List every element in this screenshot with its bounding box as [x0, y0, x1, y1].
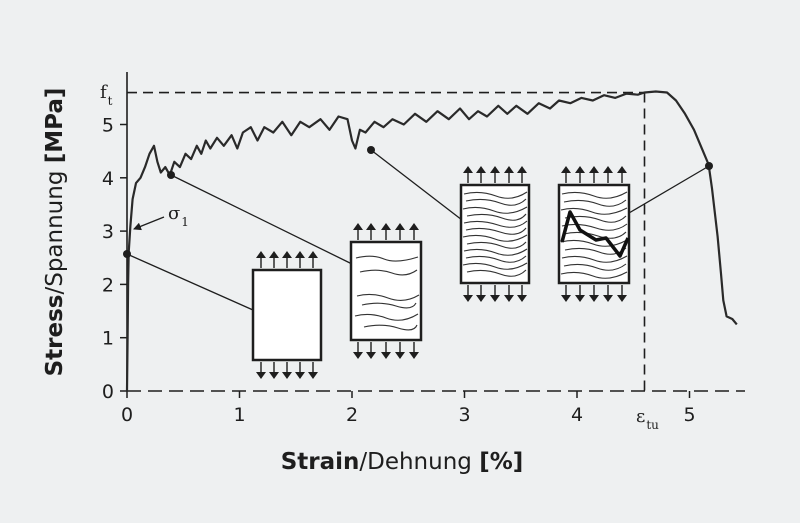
leader-lines [126, 149, 710, 311]
x-axis-title: Strain/Dehnung [%] [281, 449, 524, 475]
curve-markers [123, 146, 713, 258]
x-tick-label: 3 [458, 404, 470, 426]
y-tick-label: 4 [102, 168, 114, 190]
x-tick-label: 0 [121, 404, 133, 426]
series-line-stress-strain [125, 90, 738, 392]
ft-label: ft [100, 82, 113, 108]
y-tick-label: 3 [102, 221, 114, 243]
sigma1-arrow [133, 216, 165, 231]
x-tick-label: 1 [233, 404, 245, 426]
specimen-multiple-cracking-icon [349, 223, 423, 359]
x-tick-label: 5 [683, 404, 695, 426]
y-tick-label: 0 [102, 381, 114, 403]
specimen-uncracked-icon [251, 251, 323, 379]
x-tick-label: 2 [346, 404, 358, 426]
y-tick-label: 1 [102, 328, 114, 350]
x-axis-ticks: 0 1 2 3 4 5 [121, 391, 696, 426]
eps-tu-label: εtu [636, 406, 659, 432]
y-tick-label: 5 [102, 115, 114, 137]
y-axis-title: Stress/Spannung [MPa] [42, 88, 68, 377]
specimen-crack-saturation-icon [459, 166, 531, 302]
y-tick-label: 2 [102, 274, 114, 296]
specimen-crack-localization-icon [557, 166, 631, 302]
x-tick-label: 4 [571, 404, 583, 426]
sigma1-label: σ1 [168, 203, 189, 229]
y-axis-ticks: 0 1 2 3 4 5 [102, 115, 127, 403]
